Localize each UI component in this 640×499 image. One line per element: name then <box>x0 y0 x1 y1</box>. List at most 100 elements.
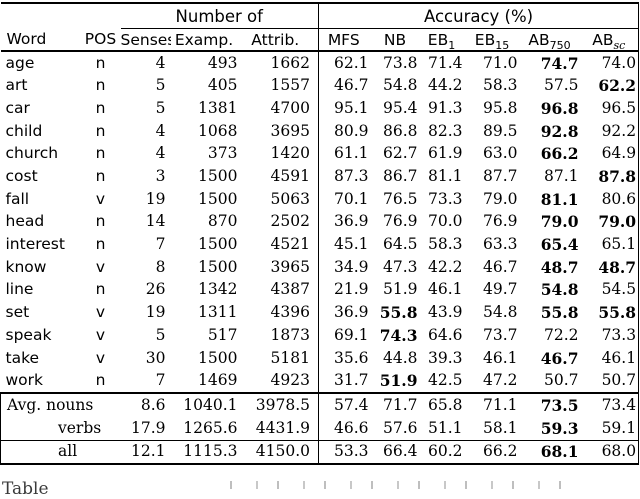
table-row: line n 26 1342 4387 21.9 51.9 46.1 49.7 54.8 54.5 <box>1 278 640 302</box>
cell-senses: 4 <box>155 144 166 163</box>
group-header-row: Number of Accuracy (%) <box>1 3 640 29</box>
column-header-row: Word POS Senses Examp. Attrib. MFS NB EB1 EB15 AB… <box>0 28 640 52</box>
cell-accuracy-nb: 86.7 <box>382 167 418 186</box>
cell-attrib: 4387 <box>270 280 310 299</box>
cell-accuracy-ab750: 48.7 <box>540 257 579 277</box>
cell-attrib: 3965 <box>270 257 310 276</box>
cell-accuracy-nb: 47.3 <box>382 257 418 276</box>
cell-accuracy-eb15: 58.3 <box>482 76 518 95</box>
cell-accuracy-absc: 62.2 <box>581 74 640 98</box>
cell-accuracy-mfs: 46.6 <box>318 417 373 441</box>
cell-accuracy-mfs: 34.9 <box>318 256 373 279</box>
col-header-nb: NB <box>372 28 421 52</box>
cell-pos: n <box>95 53 106 72</box>
cell-word: head <box>5 212 45 231</box>
cell-accuracy-ab750: 96.8 <box>540 98 579 118</box>
cell-senses: 5 <box>155 325 166 344</box>
table-row: car n 5 1381 4700 95.1 95.4 91.3 95.8 96.8 96.5 <box>1 97 640 121</box>
cell-accuracy-eb15: 49.7 <box>482 280 518 299</box>
cell-attrib: 5063 <box>270 189 310 208</box>
cell-accuracy-eb1: 65.8 <box>420 392 467 417</box>
col-header-eb1: EB1 <box>420 28 467 52</box>
cell-accuracy-absc: 48.7 <box>581 256 640 279</box>
cell-accuracy-eb15: 46.1 <box>482 348 518 367</box>
cell-accuracy-ab750: 74.7 <box>540 53 579 73</box>
cell-accuracy-mfs: 80.9 <box>318 120 373 143</box>
cell-attrib: 5181 <box>270 348 310 367</box>
cell-pos: n <box>95 235 106 254</box>
cell-accuracy-nb: 74.3 <box>379 325 418 345</box>
cell-pos: n <box>95 121 106 140</box>
col-header-attrib: Attrib. <box>240 28 319 52</box>
summary-row: verbs 17.9 1265.6 4431.9 46.6 57.6 51.1 58.1 59.… <box>0 417 640 441</box>
cell-senses: 5 <box>155 98 166 117</box>
cell-accuracy-eb15: 87.7 <box>482 167 518 186</box>
table-row: fall v 19 1500 5063 70.1 76.5 73.3 79.0 81.1 80.6 <box>1 188 640 211</box>
cell-accuracy-ab750: 50.7 <box>543 371 579 390</box>
cell-examp: 1500 <box>198 189 238 208</box>
cell-accuracy-eb15: 73.7 <box>482 325 518 344</box>
cell-accuracy-nb: 76.5 <box>382 189 418 208</box>
cell-accuracy-nb: 73.8 <box>382 53 418 72</box>
cell-word: know <box>5 257 47 276</box>
cell-senses: 3 <box>155 167 166 186</box>
cell-accuracy-eb15: 71.1 <box>466 392 521 417</box>
table-row: art n 5 405 1557 46.7 54.8 44.2 58.3 57.5 62.2 <box>1 74 640 98</box>
cell-accuracy-ab750: 66.2 <box>540 144 579 164</box>
cell-pos: v <box>95 257 106 276</box>
group-header-number-of: Number of <box>120 3 319 29</box>
cell-accuracy-absc: 46.1 <box>581 346 640 370</box>
cell-senses: 5 <box>155 76 166 95</box>
cell-accuracy-ab750: 73.5 <box>520 392 582 417</box>
cell-summary-label: Avg. nouns <box>0 392 121 417</box>
cell-accuracy-eb1: 42.2 <box>427 257 463 276</box>
col-header-senses: Senses <box>120 28 171 52</box>
cell-examp: 1040.1 <box>170 392 241 417</box>
cell-senses: 7 <box>155 235 166 254</box>
cell-senses: 19 <box>145 189 166 208</box>
cell-accuracy-nb: 76.9 <box>382 212 418 231</box>
table-row: take v 30 1500 5181 35.6 44.8 39.3 46.1 46.7 46.1 <box>1 346 640 370</box>
cell-summary-label: verbs <box>0 417 121 441</box>
cell-accuracy-nb: 66.4 <box>372 439 421 465</box>
cell-accuracy-ab750: 79.0 <box>540 212 579 232</box>
cell-accuracy-mfs: 70.1 <box>318 188 373 211</box>
cell-accuracy-ab750: 65.4 <box>540 235 579 255</box>
caption-clipped-letter-tops <box>230 481 580 489</box>
cell-examp: 517 <box>207 325 238 344</box>
cell-senses: 7 <box>155 371 166 390</box>
cell-accuracy-absc: 80.6 <box>581 188 640 211</box>
col-header-absc: ABsc <box>581 28 640 52</box>
cell-accuracy-mfs: 62.1 <box>318 51 373 75</box>
cell-examp: 373 <box>207 144 238 163</box>
cell-attrib: 2502 <box>270 212 310 231</box>
cell-accuracy-mfs: 57.4 <box>318 392 373 417</box>
cell-accuracy-mfs: 87.3 <box>318 165 373 189</box>
table-row: set v 19 1311 4396 36.9 55.8 43.9 54.8 55.8 55.8 <box>1 301 640 325</box>
cell-accuracy-absc: 92.2 <box>581 120 640 143</box>
cell-accuracy-ab750: 46.7 <box>540 348 579 368</box>
cell-accuracy-eb1: 73.3 <box>427 189 463 208</box>
cell-accuracy-nb: 71.7 <box>372 392 421 417</box>
cell-pos: n <box>95 76 106 95</box>
col-header-mfs: MFS <box>318 28 373 52</box>
cell-word: interest <box>5 235 65 254</box>
cell-examp: 1500 <box>198 257 238 276</box>
cell-accuracy-eb1: 91.3 <box>427 98 463 117</box>
cell-examp: 1265.6 <box>183 418 238 437</box>
cell-accuracy-eb15: 54.8 <box>482 303 518 322</box>
cell-accuracy-eb1: 58.3 <box>427 235 463 254</box>
cell-attrib: 3978.5 <box>240 392 319 417</box>
cell-pos: v <box>95 348 106 367</box>
cell-accuracy-eb15: 76.9 <box>482 212 518 231</box>
cell-accuracy-eb1: 43.9 <box>427 303 463 322</box>
group-header-spacer <box>1 3 121 29</box>
cell-accuracy-nb: 86.8 <box>382 121 418 140</box>
cell-accuracy-eb15: 46.7 <box>482 257 518 276</box>
cell-word: take <box>5 348 40 367</box>
cell-attrib: 4431.9 <box>255 418 310 437</box>
cell-accuracy-eb1: 42.5 <box>427 371 463 390</box>
cell-accuracy-eb1: 39.3 <box>427 348 463 367</box>
cell-word: set <box>5 303 30 322</box>
cell-accuracy-eb15: 95.8 <box>482 98 518 117</box>
